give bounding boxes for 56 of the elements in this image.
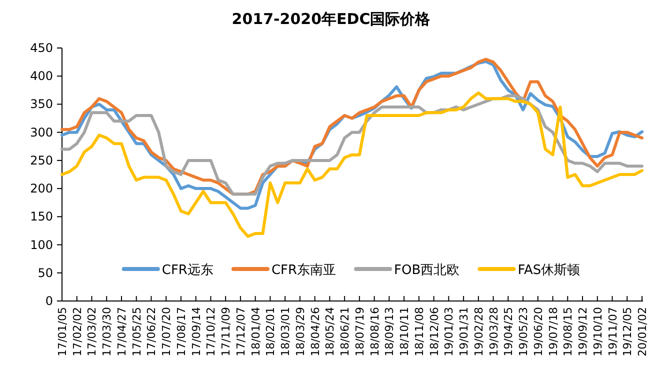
x-tick-label: 18/02/01 — [264, 307, 278, 356]
x-tick-label: 17/03/30 — [100, 307, 114, 356]
x-tick-label: 19/05/23 — [517, 307, 530, 356]
x-tick-label: 17/07/20 — [160, 307, 174, 356]
x-tick-label: 18/09/13 — [383, 307, 396, 356]
x-tick-label: 18/01/04 — [249, 307, 262, 356]
x-tick-label: 18/12/06 — [428, 307, 441, 356]
x-tick-label: 17/01/05 — [56, 307, 69, 356]
x-tick-label: 19/12/05 — [621, 307, 634, 356]
y-tick-label: 450 — [30, 41, 53, 55]
y-tick-label: 150 — [30, 210, 53, 224]
y-tick-label: 400 — [30, 69, 53, 84]
line-series — [60, 91, 644, 238]
y-tick-label: 200 — [30, 182, 53, 196]
legend-label: FOB西北欧 — [394, 263, 460, 278]
x-tick-label: 18/04/26 — [308, 307, 322, 356]
x-tick-label: 19/10/10 — [591, 307, 604, 356]
y-tick-label: 100 — [30, 238, 53, 252]
x-tick-label: 17/09/14 — [190, 307, 203, 356]
x-tick-label: 19/01/03 — [442, 307, 456, 356]
x-tick-label: 19/07/18 — [546, 307, 560, 356]
x-tick-label: 18/10/11 — [398, 307, 412, 356]
x-tick-label: 18/07/19 — [353, 307, 366, 356]
x-tick-label: 17/12/07 — [234, 307, 248, 356]
x-tick-label: 19/11/07 — [606, 307, 620, 356]
x-tick-label: 18/06/21 — [338, 307, 352, 356]
x-tick-label: 18/03/01 — [279, 307, 292, 356]
y-tick-label: 50 — [38, 266, 53, 280]
x-tick-label: 17/10/12 — [204, 307, 218, 356]
x-tick-label: 17/11/09 — [220, 307, 233, 356]
x-tick-label: 20/01/02 — [636, 307, 649, 356]
x-tick-label: 19/01/31 — [458, 307, 471, 356]
y-tick-label: 250 — [30, 153, 53, 168]
x-tick-label: 17/03/02 — [86, 307, 99, 356]
y-tick-label: 300 — [30, 125, 53, 140]
x-tick-label: 18/05/24 — [324, 307, 337, 356]
legend-label: CFR远东 — [162, 263, 214, 278]
x-tick-label: 17/02/02 — [70, 307, 84, 356]
chart-title: 2017-2020年EDC国际价格 — [232, 10, 432, 28]
x-tick-label: 18/03/29 — [294, 307, 307, 356]
x-tick-label: 17/04/27 — [115, 307, 128, 356]
legend-label: CFR东南亚 — [271, 263, 336, 278]
x-tick-label: 19/08/15 — [562, 307, 575, 356]
x-tick-label: 19/03/28 — [487, 307, 500, 356]
x-tick-label: 17/05/25 — [130, 307, 144, 356]
y-tick-label: 350 — [30, 97, 53, 112]
x-tick-label: 19/04/25 — [502, 307, 516, 356]
x-tick-label: 17/08/17 — [174, 307, 188, 356]
x-tick-label: 18/08/16 — [368, 307, 382, 356]
x-tick-label: 19/02/28 — [472, 307, 486, 356]
x-tick-label: 18/11/08 — [412, 307, 426, 356]
x-tick-label: 19/06/20 — [532, 307, 545, 356]
x-tick-label: 19/09/12 — [576, 307, 590, 356]
x-tick-label: 17/06/22 — [145, 307, 158, 356]
y-tick-label: 0 — [45, 294, 53, 308]
legend-label: FAS休斯顿 — [518, 263, 580, 278]
